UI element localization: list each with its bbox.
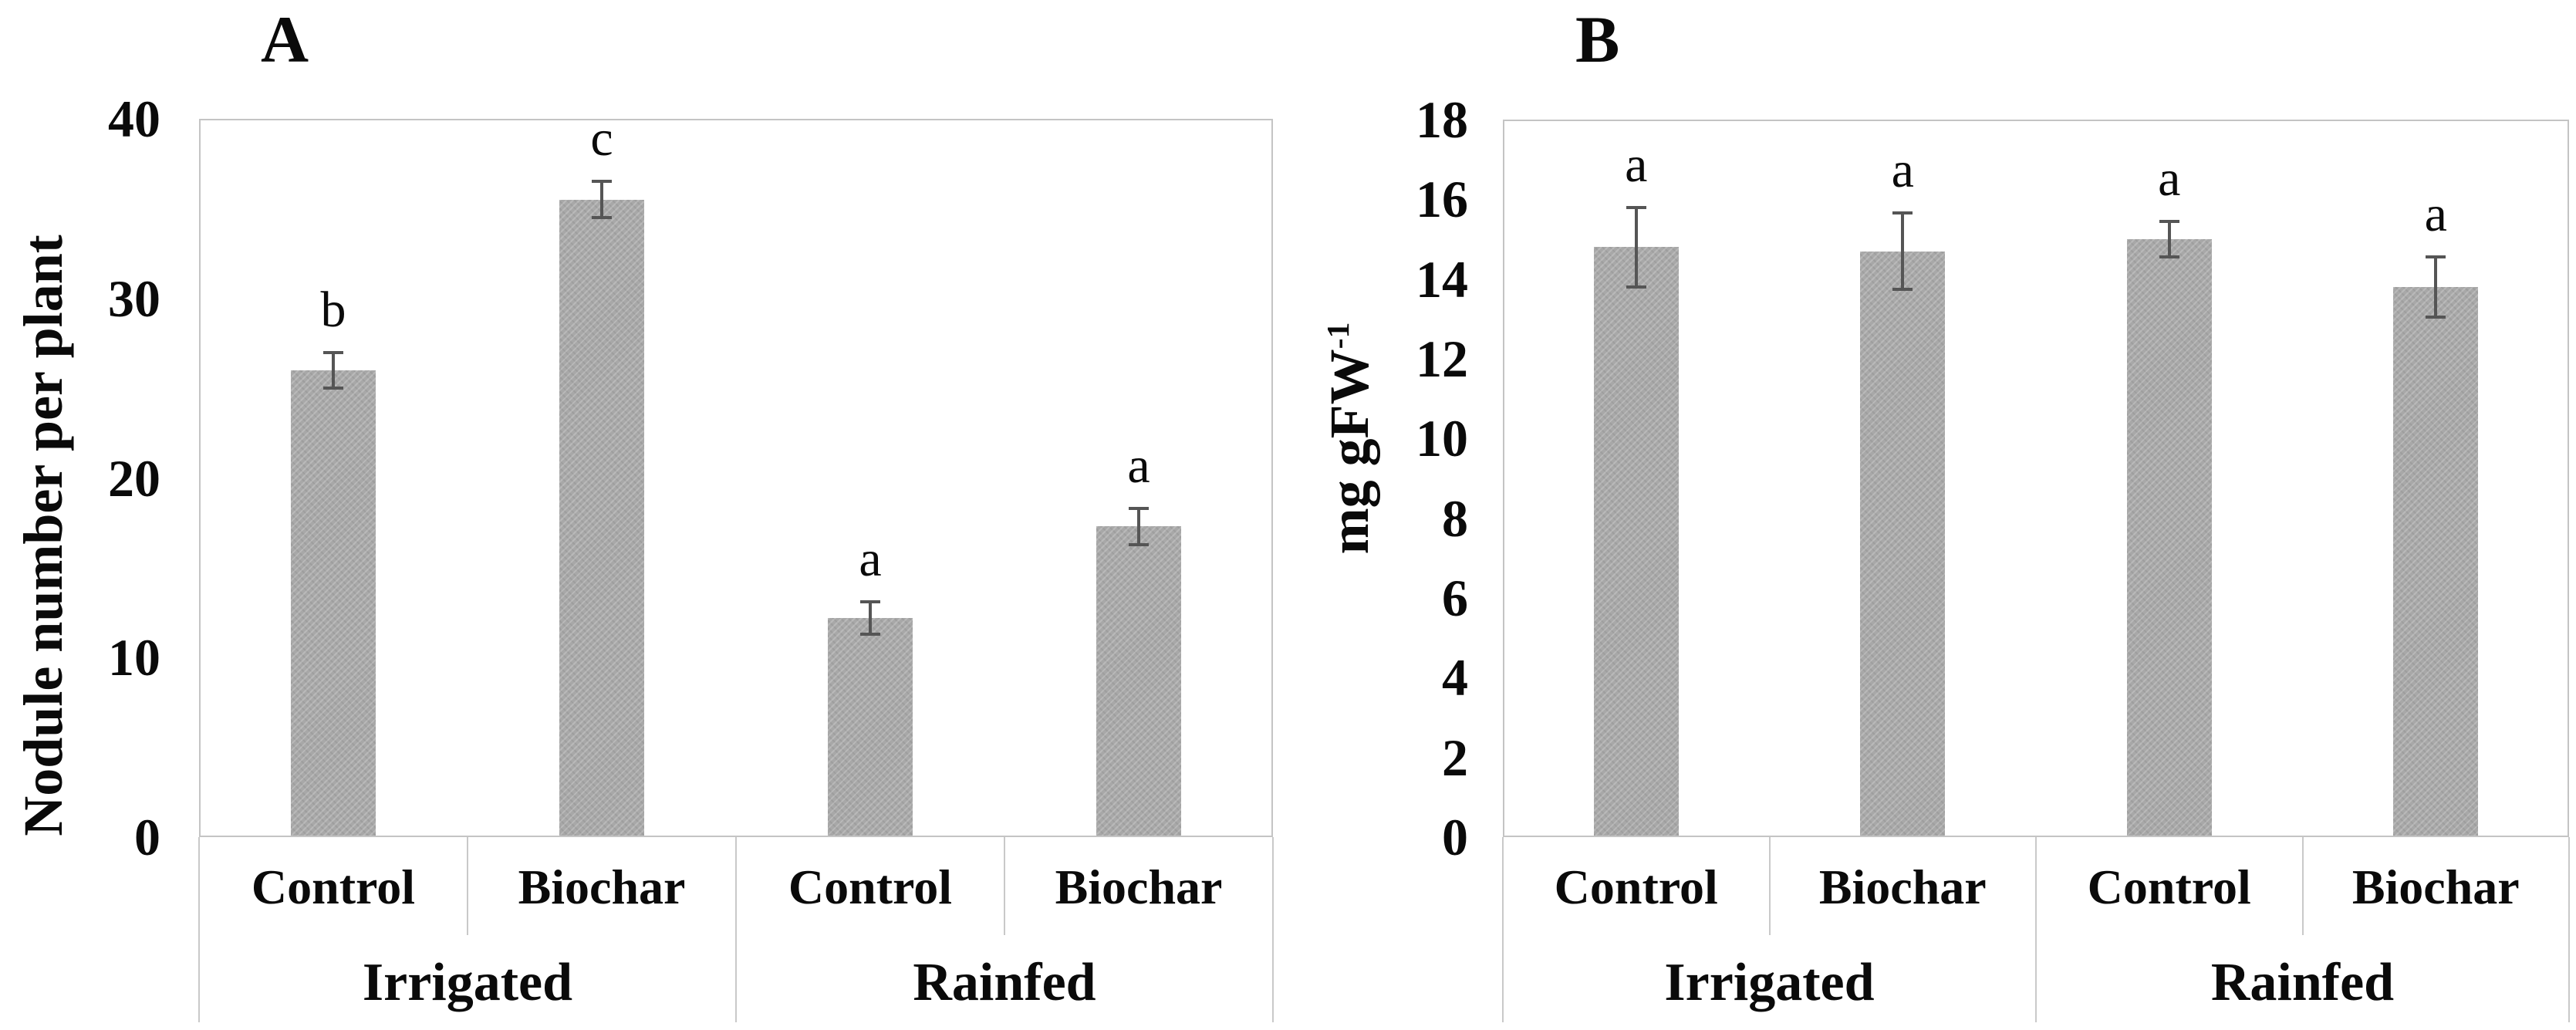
y-axis-title: mg gFW-1 [1311, 322, 1380, 555]
error-bar-cap-bottom [2426, 315, 2446, 319]
x-category-label: Control [2087, 859, 2251, 914]
axis-separator-minor [1768, 837, 1771, 935]
axis-separator-major [2568, 837, 2570, 1022]
axis-separator-minor [1004, 837, 1005, 935]
error-bar-cap-top [1626, 205, 1646, 209]
x-group-label-irrigated: Irrigated [1664, 953, 1875, 1012]
y-tick-label: 14 [1416, 249, 1468, 309]
bar-rainfed-biochar [1096, 526, 1181, 836]
y-tick-label: 20 [108, 448, 160, 508]
significance-letter: a [1891, 142, 1914, 199]
error-bar-cap-bottom [1129, 542, 1149, 546]
y-tick-label: 4 [1442, 648, 1468, 707]
y-tick-label: 12 [1416, 329, 1468, 388]
significance-letter: a [859, 531, 882, 588]
y-tick-label: 16 [1416, 170, 1468, 229]
axis-separator-major [198, 837, 200, 1022]
y-tick-label: 40 [108, 89, 160, 148]
y-tick-label: 10 [1416, 409, 1468, 468]
bar-irrigated-control [1593, 247, 1679, 836]
x-group-label-irrigated: Irrigated [362, 953, 573, 1012]
error-bar-line [1634, 207, 1638, 287]
error-bar-cap-bottom [323, 387, 343, 390]
y-tick-label: 6 [1442, 569, 1468, 627]
y-tick-label: 18 [1416, 90, 1468, 149]
x-group-label-rainfed: Rainfed [2210, 953, 2395, 1012]
error-bar-cap-bottom [1892, 287, 1913, 291]
bar-rainfed-control [2126, 239, 2212, 836]
error-bar-cap-top [2159, 219, 2179, 223]
panel-label-A: A [261, 2, 309, 76]
significance-letter: c [590, 110, 613, 167]
bar-irrigated-biochar [559, 199, 644, 836]
error-bar-cap-bottom [860, 632, 880, 636]
x-group-label-rainfed: Rainfed [913, 953, 1096, 1012]
y-tick-label: 8 [1442, 488, 1468, 548]
error-bar-line [332, 352, 335, 389]
x-category-label: Biochar [518, 859, 686, 914]
y-tick-label: 0 [134, 808, 160, 866]
significance-letter: a [1625, 136, 1648, 193]
axis-separator-major [1272, 837, 1274, 1022]
y-axis-title-text: mg gFW [1318, 349, 1380, 555]
error-bar-line [869, 602, 872, 634]
error-bar-cap-top [860, 600, 880, 604]
axis-separator-minor [2301, 837, 2304, 935]
error-bar-cap-top [323, 350, 343, 354]
plot-area-frame [1503, 120, 2569, 837]
panel-label-B: B [1575, 2, 1620, 76]
error-bar-line [1901, 213, 1905, 289]
axis-separator-major [2035, 837, 2037, 1022]
error-bar-line [600, 181, 603, 218]
x-category-label: Biochar [1055, 859, 1223, 914]
significance-letter: a [1127, 437, 1150, 495]
y-axis-title-superscript: -1 [1321, 322, 1356, 350]
error-bar-cap-top [1892, 211, 1913, 215]
bar-irrigated-biochar [1860, 251, 1946, 836]
error-bar-cap-bottom [1626, 285, 1646, 289]
axis-separator-minor [467, 837, 468, 935]
error-bar-line [1137, 508, 1140, 545]
x-category-label: Control [788, 859, 953, 914]
x-category-label: Control [251, 859, 416, 914]
bar-irrigated-control [291, 370, 376, 836]
x-category-label: Biochar [2351, 859, 2520, 914]
x-category-label: Control [1554, 859, 1718, 914]
bar-rainfed-biochar [2393, 287, 2479, 836]
plot-area-frame [199, 119, 1273, 837]
bar-rainfed-control [828, 618, 913, 836]
y-tick-label: 2 [1442, 728, 1468, 787]
y-tick-label: 10 [108, 628, 160, 687]
significance-letter: b [320, 281, 346, 338]
x-category-label: Biochar [1818, 859, 1987, 914]
y-tick-label: 30 [108, 268, 160, 328]
error-bar-cap-top [1129, 507, 1149, 511]
error-bar-line [2434, 257, 2438, 317]
axis-separator-major [735, 837, 737, 1022]
error-bar-cap-bottom [592, 216, 612, 219]
significance-letter: a [2158, 150, 2181, 207]
error-bar-cap-bottom [2159, 255, 2179, 259]
y-tick-label: 0 [1442, 808, 1468, 866]
error-bar-cap-top [2426, 255, 2446, 259]
y-axis-title: Nodule number per plant [12, 235, 74, 836]
error-bar-cap-top [592, 180, 612, 184]
error-bar-line [2167, 221, 2171, 258]
significance-letter: a [2424, 186, 2447, 243]
axis-separator-major [1502, 837, 1504, 1022]
